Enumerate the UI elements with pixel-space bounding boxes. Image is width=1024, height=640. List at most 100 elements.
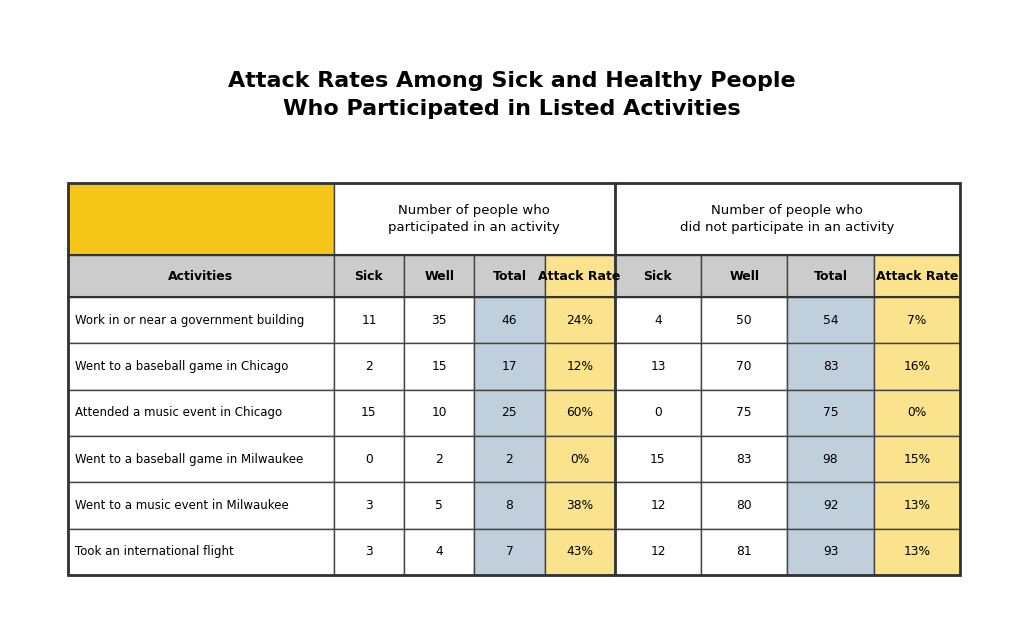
Bar xyxy=(68,436,334,483)
Text: Total: Total xyxy=(493,269,526,282)
Text: 11: 11 xyxy=(361,314,377,326)
Text: 70: 70 xyxy=(736,360,752,373)
Bar xyxy=(873,343,961,390)
Bar xyxy=(787,297,873,343)
Text: 38%: 38% xyxy=(566,499,593,512)
Text: 15%: 15% xyxy=(903,452,931,466)
Text: Attack Rate: Attack Rate xyxy=(876,269,958,282)
Text: 60%: 60% xyxy=(566,406,593,419)
Bar xyxy=(787,255,873,297)
Bar xyxy=(873,297,961,343)
Bar xyxy=(701,390,787,436)
Text: 12%: 12% xyxy=(566,360,593,373)
Text: 24%: 24% xyxy=(566,314,593,326)
Text: 54: 54 xyxy=(822,314,839,326)
Text: 43%: 43% xyxy=(566,545,593,558)
Text: 2: 2 xyxy=(366,360,373,373)
Bar xyxy=(68,483,334,529)
Bar xyxy=(614,297,701,343)
Bar xyxy=(334,436,404,483)
Bar xyxy=(474,255,545,297)
Bar xyxy=(701,483,787,529)
Text: 98: 98 xyxy=(822,452,839,466)
Text: 25: 25 xyxy=(502,406,517,419)
Text: 93: 93 xyxy=(823,545,839,558)
Text: 17: 17 xyxy=(502,360,517,373)
Bar xyxy=(787,343,873,390)
Text: 92: 92 xyxy=(823,499,839,512)
Bar xyxy=(404,390,474,436)
Text: 0: 0 xyxy=(654,406,662,419)
Bar xyxy=(474,529,545,575)
Bar xyxy=(474,343,545,390)
Bar xyxy=(474,297,545,343)
Bar xyxy=(474,390,545,436)
Text: 15: 15 xyxy=(650,452,666,466)
Text: 16%: 16% xyxy=(903,360,931,373)
Text: 7%: 7% xyxy=(907,314,927,326)
Bar xyxy=(787,483,873,529)
Bar xyxy=(701,255,787,297)
Text: 3: 3 xyxy=(366,499,373,512)
Bar xyxy=(873,390,961,436)
Bar xyxy=(404,255,474,297)
Text: 3: 3 xyxy=(366,545,373,558)
Text: 0: 0 xyxy=(366,452,373,466)
Text: 80: 80 xyxy=(736,499,752,512)
Text: 83: 83 xyxy=(736,452,752,466)
Text: Went to a baseball game in Milwaukee: Went to a baseball game in Milwaukee xyxy=(75,452,303,466)
Text: Number of people who
participated in an activity: Number of people who participated in an … xyxy=(388,204,560,234)
Bar xyxy=(404,297,474,343)
Bar xyxy=(474,436,545,483)
Text: Sick: Sick xyxy=(354,269,383,282)
Text: 2: 2 xyxy=(506,452,513,466)
Bar xyxy=(614,390,701,436)
Bar xyxy=(701,436,787,483)
Bar xyxy=(545,255,614,297)
Bar xyxy=(701,529,787,575)
Bar xyxy=(545,483,614,529)
Bar xyxy=(545,436,614,483)
Text: Went to a baseball game in Chicago: Went to a baseball game in Chicago xyxy=(75,360,289,373)
Text: 81: 81 xyxy=(736,545,752,558)
Bar xyxy=(873,436,961,483)
Text: 83: 83 xyxy=(822,360,839,373)
Text: Attack Rates Among Sick and Healthy People
Who Participated in Listed Activities: Attack Rates Among Sick and Healthy Peop… xyxy=(228,71,796,119)
Text: 4: 4 xyxy=(654,314,662,326)
Text: Went to a music event in Milwaukee: Went to a music event in Milwaukee xyxy=(75,499,289,512)
Text: 75: 75 xyxy=(822,406,839,419)
Bar xyxy=(614,483,701,529)
Text: Took an international flight: Took an international flight xyxy=(75,545,233,558)
Text: 15: 15 xyxy=(361,406,377,419)
Bar xyxy=(614,183,961,255)
Text: 8: 8 xyxy=(506,499,513,512)
Text: 13%: 13% xyxy=(903,499,931,512)
Text: 7: 7 xyxy=(506,545,513,558)
Bar xyxy=(404,529,474,575)
Text: 2: 2 xyxy=(435,452,443,466)
Text: Attended a music event in Chicago: Attended a music event in Chicago xyxy=(75,406,283,419)
Text: 12: 12 xyxy=(650,499,666,512)
Bar xyxy=(873,255,961,297)
Bar xyxy=(334,529,404,575)
Bar xyxy=(404,343,474,390)
Bar xyxy=(68,255,334,297)
Text: 13%: 13% xyxy=(903,545,931,558)
Text: 5: 5 xyxy=(435,499,443,512)
Bar xyxy=(787,529,873,575)
Bar xyxy=(873,483,961,529)
Text: 35: 35 xyxy=(431,314,447,326)
Bar xyxy=(68,183,961,575)
Bar xyxy=(334,255,404,297)
Text: 0%: 0% xyxy=(907,406,927,419)
Bar xyxy=(404,436,474,483)
Bar xyxy=(334,483,404,529)
Bar xyxy=(545,297,614,343)
Text: 10: 10 xyxy=(431,406,446,419)
Bar xyxy=(334,343,404,390)
Bar xyxy=(787,390,873,436)
Bar xyxy=(787,436,873,483)
Text: Total: Total xyxy=(813,269,848,282)
Text: 50: 50 xyxy=(736,314,752,326)
Text: 75: 75 xyxy=(736,406,752,419)
